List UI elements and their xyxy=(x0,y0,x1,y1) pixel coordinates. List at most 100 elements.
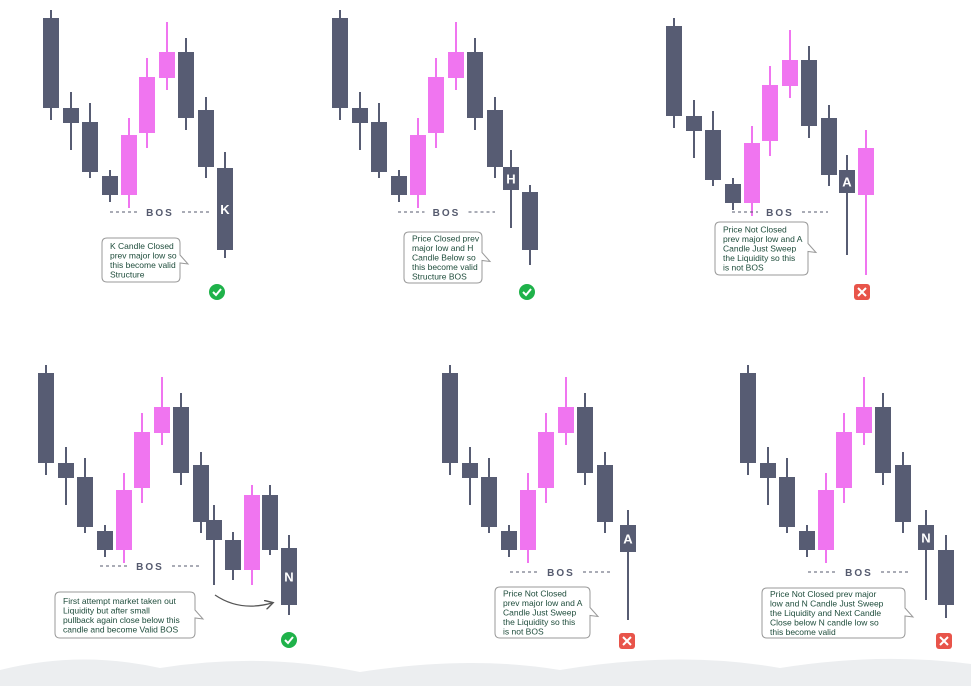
candle-body xyxy=(875,407,891,473)
note-text: low and N Candle Just Sweep xyxy=(770,599,884,609)
note-text: prev major low so xyxy=(110,250,177,260)
note-text: First attempt market taken out xyxy=(63,596,177,606)
note-text: Candle Below so xyxy=(412,253,476,263)
candle xyxy=(686,100,702,158)
candle-body xyxy=(462,463,478,478)
candle xyxy=(178,38,194,130)
candle-body xyxy=(58,463,74,478)
note-box xyxy=(403,231,492,284)
note-text: this become valid xyxy=(412,262,478,272)
candle-label: H xyxy=(506,172,515,187)
candle xyxy=(410,118,426,208)
candle-body xyxy=(139,77,155,133)
candle-body xyxy=(467,52,483,118)
candle-body xyxy=(198,110,214,167)
note-text: Price Not Closed xyxy=(503,589,567,599)
candle xyxy=(116,473,132,563)
note-text: candle and become Valid BOS xyxy=(63,624,178,634)
candle xyxy=(938,535,954,618)
candle xyxy=(858,130,874,275)
candle xyxy=(159,22,175,90)
candle-body xyxy=(836,432,852,488)
candle xyxy=(43,10,59,120)
bos-label: BOS xyxy=(547,568,575,579)
note-text: the Liquidity and Next Candle xyxy=(770,608,881,618)
candle xyxy=(134,413,150,503)
candle xyxy=(577,393,593,485)
candle xyxy=(206,505,222,585)
bos-label: BOS xyxy=(146,208,174,219)
candle xyxy=(121,118,137,208)
note-text: prev major low and A xyxy=(503,598,583,608)
note-box xyxy=(761,587,915,639)
candle xyxy=(918,510,934,600)
candle xyxy=(620,510,636,620)
candle xyxy=(779,458,795,533)
candle xyxy=(818,473,834,563)
bos-label: BOS xyxy=(845,568,873,579)
cross-mark xyxy=(939,636,949,646)
check-mark xyxy=(522,288,532,297)
candle-body xyxy=(740,373,756,463)
candle-body xyxy=(281,548,297,605)
note-box xyxy=(101,237,190,283)
candle xyxy=(856,377,872,445)
candle-body xyxy=(705,130,721,180)
check-mark xyxy=(284,636,294,645)
candle-body xyxy=(856,407,872,433)
candle-body xyxy=(839,170,855,193)
candle xyxy=(836,413,852,503)
candle xyxy=(371,103,387,178)
candle-body xyxy=(620,525,636,552)
note-text: is not BOS xyxy=(503,627,544,637)
candle xyxy=(102,170,118,202)
candle-body xyxy=(538,432,554,488)
note-text: Close below N candle low so xyxy=(770,618,879,628)
note-text: Candle Just Sweep xyxy=(723,244,797,254)
candle-body xyxy=(577,407,593,473)
candle xyxy=(173,393,189,485)
candle-body xyxy=(918,525,934,550)
candle xyxy=(38,365,54,475)
candle-body xyxy=(154,407,170,433)
candle xyxy=(839,155,855,255)
note-text: Price Not Closed prev major xyxy=(770,589,876,599)
bos-label: BOS xyxy=(766,208,794,219)
candle-body xyxy=(762,85,778,141)
candle-body xyxy=(332,18,348,108)
candle-label: N xyxy=(921,531,930,546)
candle xyxy=(501,525,517,557)
note-text: the Liquidity so this xyxy=(503,617,575,627)
note-text: is not BOS xyxy=(723,263,764,273)
candle-body xyxy=(77,477,93,527)
candle-body xyxy=(193,465,209,522)
candle xyxy=(58,447,74,505)
candle-body xyxy=(391,176,407,195)
note-text: Structure BOS xyxy=(412,272,467,282)
candle-body xyxy=(173,407,189,473)
candle xyxy=(801,46,817,138)
note-text: K Candle Closed xyxy=(110,241,174,251)
candle-body xyxy=(686,116,702,131)
candle-body xyxy=(760,463,776,478)
candle-body xyxy=(744,143,760,203)
candle xyxy=(77,458,93,533)
candle xyxy=(462,447,478,505)
cross-mark xyxy=(857,287,867,297)
candle-body xyxy=(818,490,834,550)
candle-body xyxy=(352,108,368,123)
candle xyxy=(225,532,241,580)
candle xyxy=(740,365,756,475)
candle xyxy=(558,377,574,445)
candle xyxy=(154,377,170,445)
candle xyxy=(82,103,98,178)
candle xyxy=(725,178,741,210)
candle xyxy=(487,97,503,178)
candle xyxy=(193,452,209,533)
candle xyxy=(391,170,407,202)
candle-body xyxy=(481,477,497,527)
candle-body xyxy=(43,18,59,108)
candle xyxy=(666,18,682,128)
note-text: prev major low and A xyxy=(723,234,803,244)
